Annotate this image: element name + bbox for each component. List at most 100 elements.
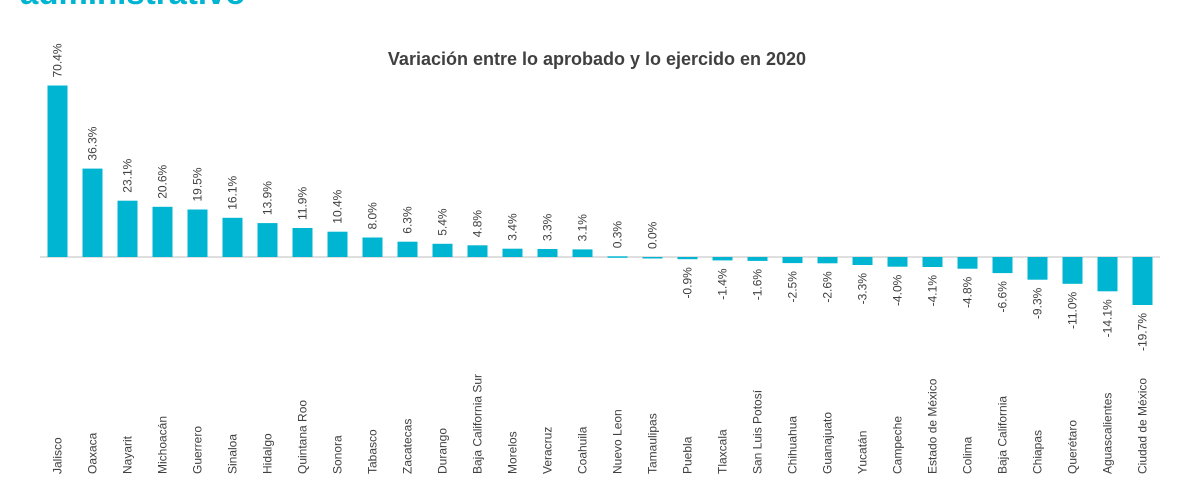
bar xyxy=(957,257,978,269)
bar-value-label: -3.3% xyxy=(856,273,870,305)
category-label: Puebla xyxy=(681,436,695,474)
bar-value-label: 11.9% xyxy=(296,187,310,220)
category-label: Guanajuato xyxy=(821,412,835,474)
category-label: Michoacán xyxy=(156,416,170,474)
category-label: Aguascalientes xyxy=(1101,393,1115,474)
bar xyxy=(817,257,838,264)
bar-value-label: 5.4% xyxy=(436,208,450,236)
bar xyxy=(502,248,523,257)
bar xyxy=(47,85,68,257)
category-label: San Luis Potosí xyxy=(751,389,765,474)
category-label: Campeche xyxy=(891,416,905,474)
bar xyxy=(292,228,313,257)
bar xyxy=(712,257,733,261)
category-label: Chihuahua xyxy=(786,416,800,474)
chart-title: Variación entre lo aprobado y lo ejercid… xyxy=(388,49,806,69)
bar xyxy=(82,168,103,257)
bar xyxy=(432,243,453,257)
category-label: Ciudad de México xyxy=(1136,378,1150,474)
category-label: Oaxaca xyxy=(86,432,100,474)
bar xyxy=(1097,257,1118,292)
bar xyxy=(607,256,628,258)
category-label: Baja California Sur xyxy=(471,374,485,474)
bar-value-label: 13.9% xyxy=(261,181,275,215)
bar-value-label: 23.1% xyxy=(121,158,135,192)
bar-value-label: -2.5% xyxy=(786,271,800,303)
bar-value-label: -19.7% xyxy=(1136,313,1150,351)
bar xyxy=(887,257,908,267)
bar-value-label: -0.9% xyxy=(681,267,695,299)
bar-value-label: 20.6% xyxy=(156,164,170,198)
category-label: Tamaulipas xyxy=(646,413,660,474)
category-label: Veracruz xyxy=(541,427,555,474)
category-label: Baja California xyxy=(996,396,1010,474)
bar xyxy=(677,257,698,260)
bar xyxy=(397,241,418,257)
category-label: Quintana Roo xyxy=(296,400,310,474)
bar-value-label: 4.8% xyxy=(471,210,485,238)
bar-value-label: -1.6% xyxy=(751,269,765,301)
bar xyxy=(152,206,173,257)
category-labels-group: Jalisco Oaxaca Nayarit Michoacán Guerrero Sin… xyxy=(51,374,1150,474)
category-label: Zacatecas xyxy=(401,419,415,474)
bar-value-label: -1.4% xyxy=(716,268,730,300)
category-label: Morelos xyxy=(506,431,520,474)
bar-value-label: -4.1% xyxy=(926,275,940,307)
bar xyxy=(117,200,138,257)
category-label: Durango xyxy=(436,428,450,474)
bar-value-label: -2.6% xyxy=(821,271,835,303)
bar xyxy=(1132,257,1153,305)
category-label: Sinaloa xyxy=(226,434,240,474)
bar-value-label: 19.5% xyxy=(191,167,205,201)
category-label: Sonora xyxy=(331,435,345,474)
bar-value-label: 3.3% xyxy=(541,213,555,241)
bar-value-label: -4.8% xyxy=(961,276,975,308)
category-label: Tlaxcala xyxy=(716,429,730,474)
bar-value-label: 0.3% xyxy=(611,221,625,249)
bar-value-label: -4.0% xyxy=(891,274,905,306)
category-label: Querétaro xyxy=(1066,420,1080,474)
bar-value-label: 3.4% xyxy=(506,213,520,241)
page-title: administrativo xyxy=(20,0,246,12)
bar xyxy=(1062,257,1083,284)
bar-value-label: -11.0% xyxy=(1066,291,1080,328)
category-label: Chiapas xyxy=(1031,430,1045,474)
category-label: Yucatán xyxy=(856,431,870,474)
bar xyxy=(187,209,208,257)
category-label: Hidalgo xyxy=(261,433,275,474)
bar-value-label: 8.0% xyxy=(366,202,380,230)
bar xyxy=(467,245,488,257)
bar xyxy=(852,257,873,265)
bar xyxy=(257,223,278,257)
bar-value-label: 6.3% xyxy=(401,206,415,234)
bar-value-label: 10.4% xyxy=(331,189,345,223)
bar xyxy=(922,257,943,267)
bar xyxy=(362,237,383,257)
bar xyxy=(747,257,768,261)
category-label: Nayarit xyxy=(121,435,135,474)
category-label: Tabasco xyxy=(366,429,380,474)
category-label: Nuevo Leon xyxy=(611,409,625,474)
category-label: Jalisco xyxy=(51,437,65,474)
bar-value-label: -14.1% xyxy=(1101,299,1115,337)
bar-value-label: -6.6% xyxy=(996,281,1010,313)
bar xyxy=(992,257,1013,274)
category-label: Coahuila xyxy=(576,426,590,474)
bar xyxy=(782,257,803,264)
bar xyxy=(327,231,348,257)
bar-value-label: 3.1% xyxy=(576,214,590,242)
bar xyxy=(642,257,663,259)
bars-group xyxy=(47,85,1153,305)
bar xyxy=(222,217,243,257)
bar xyxy=(537,249,558,257)
bar xyxy=(1027,257,1048,280)
bar-value-label: 36.3% xyxy=(86,126,100,160)
bar-value-label: 0.0% xyxy=(646,221,660,249)
bar-value-label: 70.4% xyxy=(51,43,65,77)
category-label: Colima xyxy=(961,436,975,474)
category-label: Guerrero xyxy=(191,426,205,474)
value-labels-group: 70.4% 36.3% 23.1% 20.6% 19.5% 16.1% 13.9% 11.9%… xyxy=(51,43,1150,351)
bar-value-label: -9.3% xyxy=(1031,287,1045,319)
bar xyxy=(572,249,593,257)
